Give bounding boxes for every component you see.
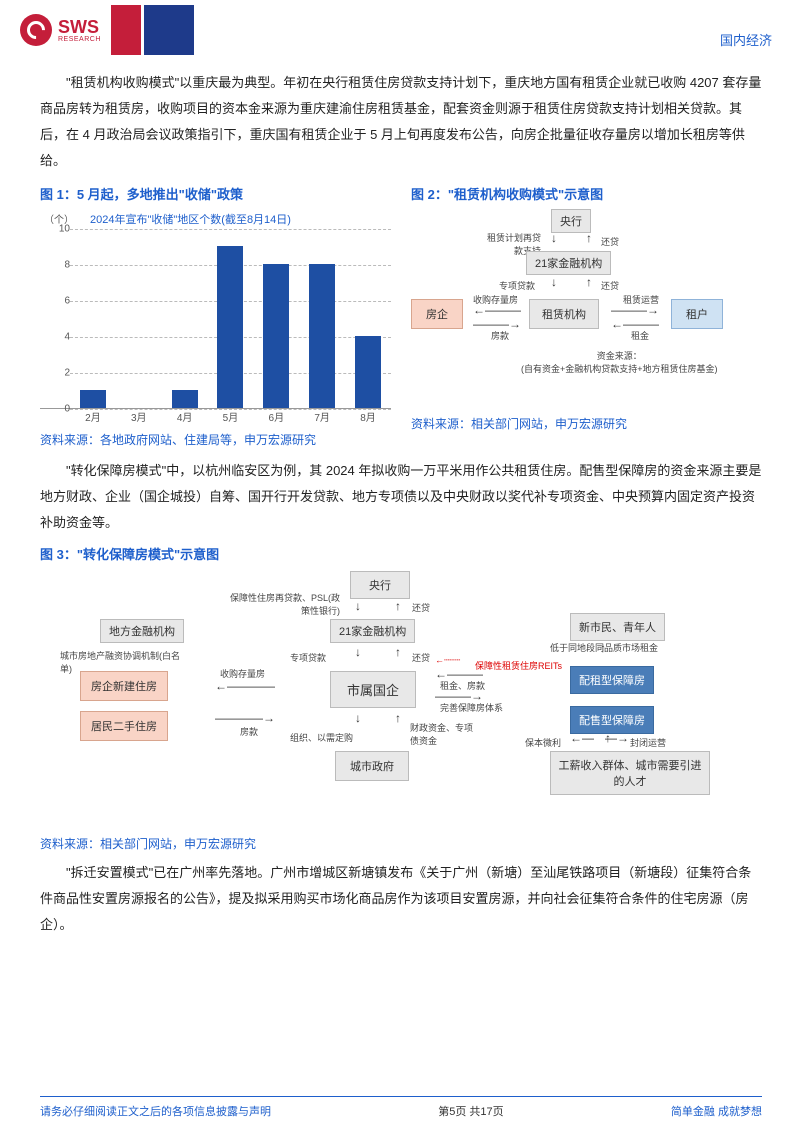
node-xinshimin: 新市民、青年人 bbox=[570, 613, 665, 641]
lbl-caizheng: 财政资金、专项债资金 bbox=[410, 721, 480, 747]
arrow-icon: ←———— bbox=[215, 679, 275, 693]
arrow-icon: ←——— bbox=[435, 667, 483, 681]
header-bar: SWS RESEARCH bbox=[0, 0, 802, 60]
xlabel: 4月 bbox=[177, 409, 193, 424]
lbl-zhuanxiang: 专项贷款 bbox=[499, 279, 535, 292]
arrow-icon: ————→ bbox=[215, 711, 275, 725]
end-paragraph: "拆迁安置模式"已在广州率先落地。广州市增城区新塘镇发布《关于广州（新塘）至汕尾… bbox=[40, 860, 762, 938]
node-ershou: 居民二手住房 bbox=[80, 711, 168, 741]
xlabel: 5月 bbox=[223, 409, 239, 424]
decor-blue-bar bbox=[144, 5, 194, 55]
lbl-baoben: 保本微利 bbox=[525, 736, 561, 749]
fig2-source: 资料来源：相关部门网站，申万宏源研究 bbox=[411, 415, 762, 432]
logo-icon bbox=[20, 14, 52, 46]
arrow-icon: ↓ bbox=[551, 231, 557, 245]
fig3-title: 图 3："转化保障房模式"示意图 bbox=[40, 544, 762, 563]
arrow-icon: ↑ bbox=[395, 599, 401, 613]
lbl-wanshan: 完善保障房体系 bbox=[440, 701, 503, 714]
fig3-diagram: 央行 保障性住房再贷款、PSL(政策性银行) ↓ ↑ 还贷 21家金融机构 地方… bbox=[40, 571, 762, 831]
bar-8月 bbox=[355, 336, 381, 408]
lbl-huandai4: 还贷 bbox=[412, 651, 430, 664]
arrow-icon: ↑ bbox=[395, 711, 401, 725]
fig1-xlabels: 2月 3月 4月 5月 6月 7月 8月 bbox=[70, 409, 391, 424]
fig2-title: 图 2："租赁机构收购模式"示意图 bbox=[411, 184, 762, 203]
xlabel: 8月 bbox=[360, 409, 376, 424]
page-footer: 请务必仔细阅读正文之后的各项信息披露与声明 第5页 共17页 简单金融 成就梦想 bbox=[40, 1096, 762, 1119]
arrow-icon: ↓ bbox=[355, 645, 361, 659]
figure-1: 图 1：5 月起，多地推出"收储"政策 （个） 2024年宣布"收储"地区个数(… bbox=[40, 184, 391, 448]
bar-5月 bbox=[217, 246, 243, 408]
xlabel: 2月 bbox=[85, 409, 101, 424]
node-xinjian: 房企新建住房 bbox=[80, 671, 168, 701]
arrow-icon: ↓ bbox=[551, 275, 557, 289]
brand-logo: SWS RESEARCH bbox=[20, 14, 101, 46]
arrow-icon: ←——— bbox=[473, 303, 521, 317]
xlabel: 6月 bbox=[269, 409, 285, 424]
fig1-yticks: 0246810 bbox=[56, 229, 70, 408]
arrow-icon: ↑ bbox=[395, 645, 401, 659]
bar-7月 bbox=[309, 264, 335, 408]
node-fangqi: 房企 bbox=[411, 299, 463, 329]
lbl-fengbi: 封闭运营 bbox=[630, 736, 666, 749]
fig-row-1: 图 1：5 月起，多地推出"收储"政策 （个） 2024年宣布"收储"地区个数(… bbox=[40, 184, 762, 448]
fig3-source: 资料来源：相关部门网站，申万宏源研究 bbox=[40, 835, 762, 852]
arrow-icon: ↓ bbox=[355, 599, 361, 613]
lbl-huandai3: 还贷 bbox=[412, 601, 430, 614]
arrow-icon: ↑ bbox=[586, 275, 592, 289]
node-yanghang: 央行 bbox=[551, 209, 591, 233]
mid-paragraph: "转化保障房模式"中，以杭州临安区为例，其 2024 年拟收购一万平米用作公共租… bbox=[40, 458, 762, 536]
arrow-icon: ↑ bbox=[605, 731, 611, 745]
lbl-zhuanxiang3: 专项贷款 bbox=[290, 651, 326, 664]
lbl-fangkuan3: 房款 bbox=[240, 725, 258, 738]
node-shiguo: 市属国企 bbox=[330, 671, 416, 708]
lbl-huandai1: 还贷 bbox=[601, 235, 619, 248]
figure-2: 图 2："租赁机构收购模式"示意图 央行 租赁计划再贷款支持 ↓ ↑ 还贷 21… bbox=[411, 184, 762, 448]
arrow-icon: ———→ bbox=[611, 303, 659, 317]
fig1-bars bbox=[70, 229, 391, 408]
node-difang: 地方金融机构 bbox=[100, 619, 184, 643]
node-jinrong: 21家金融机构 bbox=[526, 251, 611, 275]
bar-2月 bbox=[80, 390, 106, 408]
footer-page: 第5页 共17页 bbox=[438, 1103, 503, 1119]
lbl-huandai2: 还贷 bbox=[601, 279, 619, 292]
fig1-title: 图 1：5 月起，多地推出"收储"政策 bbox=[40, 184, 391, 203]
fig2-diagram: 央行 租赁计划再贷款支持 ↓ ↑ 还贷 21家金融机构 专项贷款 ↓ ↑ 还贷 … bbox=[411, 209, 762, 409]
section-label: 国内经济 bbox=[720, 30, 772, 49]
footer-left: 请务必仔细阅读正文之后的各项信息披露与声明 bbox=[40, 1103, 271, 1119]
lbl-zujin: 租金 bbox=[631, 329, 649, 342]
page-content: "租赁机构收购模式"以重庆最为典型。年初在央行租赁住房贷款支持计划下，重庆地方国… bbox=[0, 60, 802, 938]
node-peishou: 配售型保障房 bbox=[570, 706, 654, 734]
fig1-source: 资料来源：各地政府网站、住建局等，申万宏源研究 bbox=[40, 431, 391, 448]
bar-6月 bbox=[263, 264, 289, 408]
node-zulin: 租赁机构 bbox=[529, 299, 599, 329]
decor-red-bar bbox=[111, 5, 141, 55]
lbl-fangkuan: 房款 bbox=[491, 329, 509, 342]
lbl-reits: 保障性租赁住房REITs bbox=[475, 659, 562, 672]
node-jinrong3: 21家金融机构 bbox=[330, 619, 415, 643]
intro-paragraph: "租赁机构收购模式"以重庆最为典型。年初在央行租赁住房贷款支持计划下，重庆地方国… bbox=[40, 70, 762, 174]
lbl-psl: 保障性住房再贷款、PSL(政策性银行) bbox=[230, 591, 340, 617]
arrow-icon: ↑ bbox=[600, 641, 606, 655]
arrow-icon: ↓ bbox=[355, 711, 361, 725]
arrow-icon: ←— bbox=[570, 731, 594, 745]
node-chengshi: 城市政府 bbox=[335, 751, 409, 781]
footer-right: 简单金融 成就梦想 bbox=[671, 1103, 762, 1119]
node-yanghang3: 央行 bbox=[350, 571, 410, 599]
node-peizu: 配租型保障房 bbox=[570, 666, 654, 694]
fig1-chart: （个） 2024年宣布"收储"地区个数(截至8月14日) 0246810 2月3… bbox=[40, 209, 391, 409]
lbl-zijin: 资金来源： (自有资金+金融机构贷款支持+地方租赁住房基金) bbox=[521, 349, 718, 375]
fig1-series-label: 2024年宣布"收储"地区个数(截至8月14日) bbox=[90, 211, 291, 227]
node-zuhu: 租户 bbox=[671, 299, 723, 329]
bar-4月 bbox=[172, 390, 198, 408]
brand-name: SWS bbox=[58, 18, 101, 36]
xlabel: 7月 bbox=[314, 409, 330, 424]
xlabel: 3月 bbox=[131, 409, 147, 424]
brand-sub: RESEARCH bbox=[58, 36, 101, 43]
node-gongxin: 工薪收入群体、城市需要引进的人才 bbox=[550, 751, 710, 795]
lbl-zuzhi: 组织、以需定购 bbox=[290, 731, 353, 744]
arrow-icon: ←┄┄┄ bbox=[435, 655, 460, 666]
arrow-icon: ↑ bbox=[586, 231, 592, 245]
